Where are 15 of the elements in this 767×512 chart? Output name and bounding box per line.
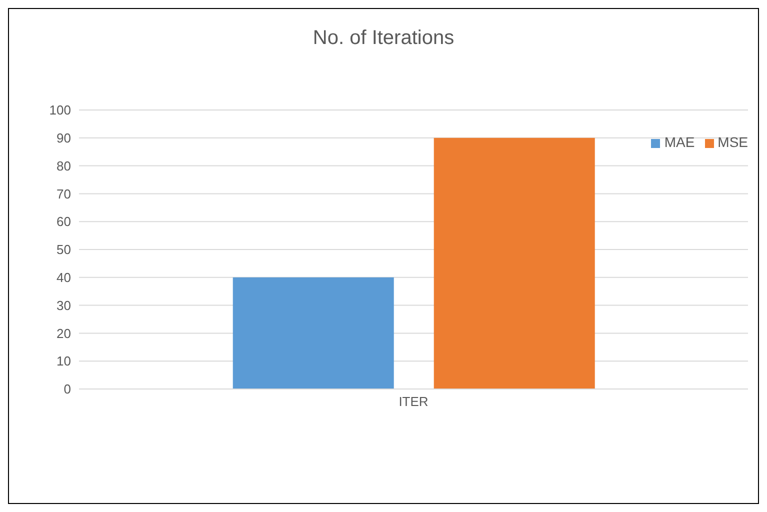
y-tick-label: 100	[49, 102, 71, 118]
legend-label: MAE	[664, 134, 695, 150]
y-tick-label: 60	[56, 214, 71, 230]
y-tick-label: 40	[56, 270, 71, 286]
y-tick-label: 20	[56, 326, 71, 341]
y-tick-label: 50	[56, 242, 71, 258]
y-tick-label: 10	[56, 354, 71, 369]
legend-label: MSE	[718, 134, 748, 150]
x-tick-label: ITER	[398, 394, 428, 410]
y-tick-label: 70	[56, 186, 71, 202]
y-tick-label: 30	[56, 298, 71, 313]
y-tick-label: 80	[56, 158, 71, 174]
y-tick-label: 90	[56, 130, 71, 146]
y-tick-label: 0	[64, 382, 71, 397]
chart-title: No. of Iterations	[312, 27, 456, 50]
